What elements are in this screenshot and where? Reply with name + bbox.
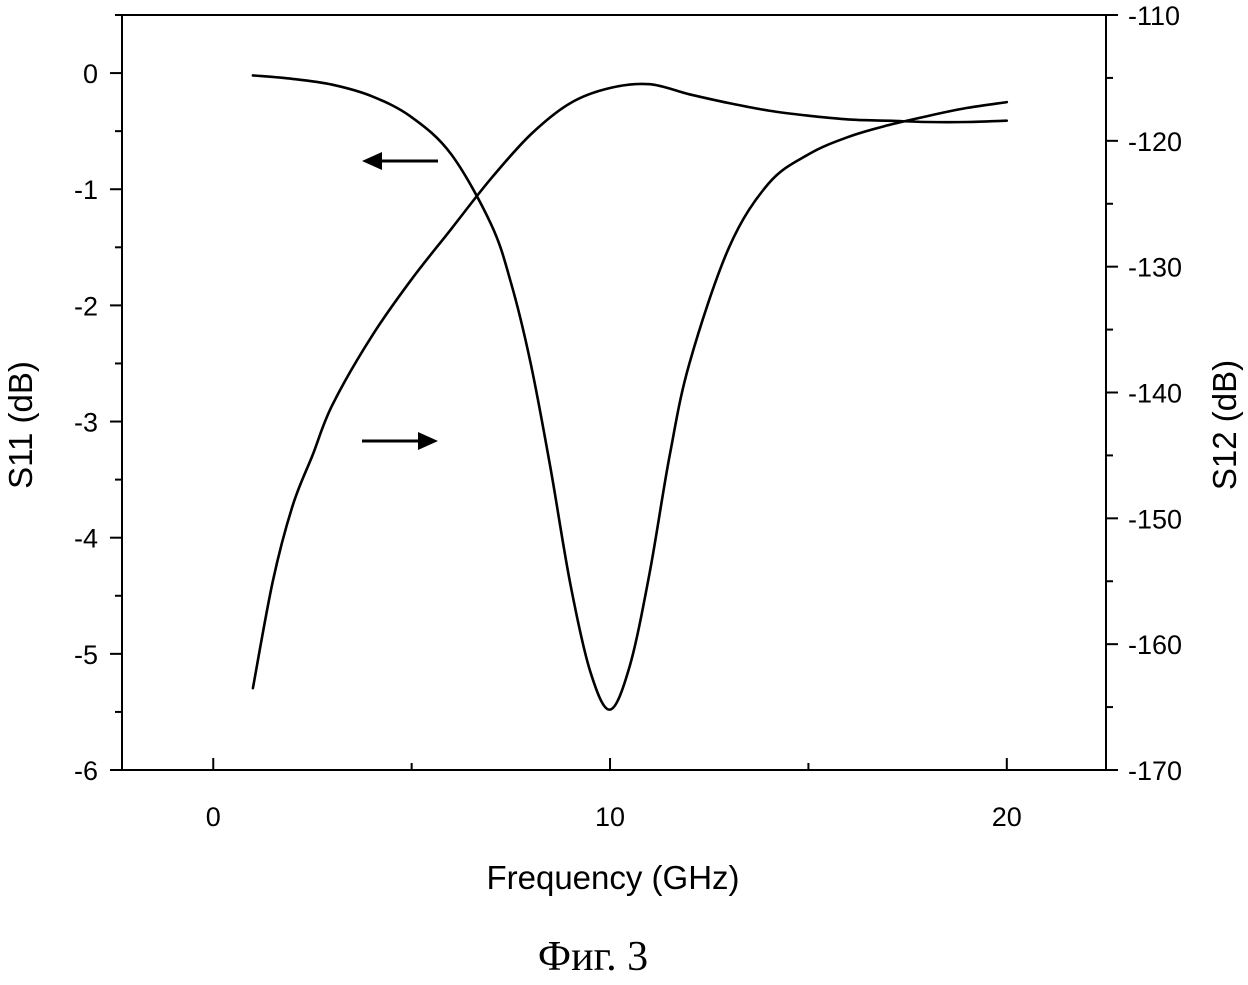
left-axis-ticks: 0 -1 -2 -3 -4 -5 -6 — [74, 14, 122, 786]
series-group — [251, 74, 1009, 711]
plot-frame — [121, 14, 1107, 771]
right-y-tick-label: -140 — [1128, 379, 1182, 409]
right-y-tick-label: -110 — [1128, 1, 1180, 31]
right-y-tick-label: -150 — [1128, 504, 1182, 534]
series-line-s11 — [251, 74, 1009, 711]
left-y-tick-label: -5 — [74, 640, 98, 670]
right-axis-ticks: -110 -120 -130 -140 -150 -160 -170 — [1106, 1, 1182, 786]
right-y-tick-label: -160 — [1128, 630, 1182, 660]
left-y-tick-label: -3 — [74, 408, 98, 438]
x-tick-label: 10 — [595, 802, 625, 832]
s11-arrow — [362, 152, 438, 170]
left-y-tick-label: 0 — [83, 59, 98, 89]
x-tick-label: 0 — [206, 802, 221, 832]
right-y-tick-label: -170 — [1128, 756, 1182, 786]
x-tick-label: 20 — [992, 802, 1022, 832]
left-axis-title: S11 (dB) — [2, 361, 39, 489]
right-axis-title: S12 (dB) — [1206, 360, 1243, 490]
right-y-tick-label: -120 — [1128, 127, 1182, 157]
left-y-tick-label: -2 — [74, 291, 98, 321]
left-y-tick-label: -4 — [74, 524, 98, 554]
right-y-tick-label: -130 — [1128, 253, 1182, 283]
left-y-tick-label: -6 — [74, 756, 98, 786]
s12-arrow — [362, 432, 438, 450]
figure-caption: Фиг. 3 — [538, 934, 648, 980]
x-axis-ticks: 0 10 20 — [206, 758, 1022, 832]
left-y-tick-label: -1 — [74, 175, 98, 205]
series-line-s12 — [251, 82, 1009, 690]
x-axis-title: Frequency (GHz) — [486, 859, 739, 896]
